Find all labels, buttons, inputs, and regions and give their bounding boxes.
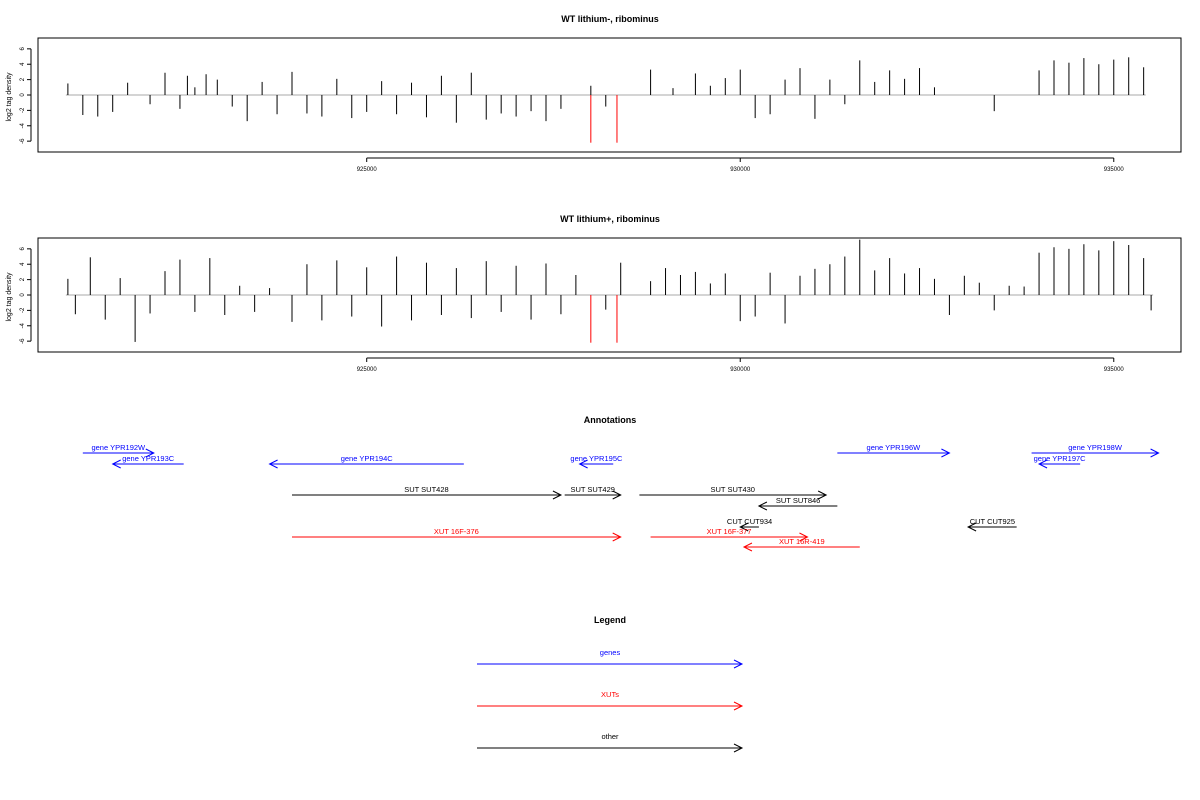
feature-item: gene YPR196W (837, 443, 951, 458)
annotations-title: Annotations (584, 415, 637, 425)
y-tick-label: -2 (20, 307, 26, 313)
y-tick-label: 6 (20, 47, 26, 51)
axes: -6 -4 -2 0 2 4 6 925000 930000 935000 (20, 47, 1124, 173)
feature-label: gene YPR194C (341, 454, 394, 463)
y-tick-label: -6 (20, 338, 26, 344)
feature-arrowhead (817, 490, 828, 500)
feature-arrowhead (733, 701, 744, 711)
feature-arrowhead (552, 490, 563, 500)
legend-label: XUTs (601, 690, 619, 699)
feature-arrowhead (111, 459, 121, 469)
legend-items: genes XUTs other (477, 648, 744, 753)
plot-frame (37, 237, 1182, 353)
plot-frame (37, 37, 1182, 153)
feature-item: SUT SUT846 (757, 496, 838, 511)
feature-item: XUT 16F-377 (650, 527, 809, 542)
feature-label: gene YPR196W (867, 443, 922, 452)
y-tick-label: 2 (20, 277, 26, 281)
y-tick-label: 0 (20, 293, 26, 297)
feature-list: gene YPR192W gene YPR193C gene YPR194C gene… (82, 443, 1160, 552)
y-tick-label: -4 (20, 122, 26, 128)
feature-label: SUT SUT429 (570, 485, 614, 494)
feature-label: CUT CUT925 (970, 517, 1015, 526)
panel-title-lithium-plus: WT lithium+, ribominus (560, 214, 660, 224)
bar-series (65, 57, 1146, 143)
legend-label: genes (600, 648, 621, 657)
feature-item: XUT 16R-419 (742, 537, 860, 552)
feature-arrowhead (966, 522, 977, 532)
feature-item: SUT SUT429 (564, 485, 622, 500)
feature-item: gene YPR192W (82, 443, 155, 458)
feature-label: gene YPR193C (122, 454, 175, 463)
feature-item: gene YPR195C (570, 454, 623, 469)
feature-arrowhead (612, 532, 622, 542)
feature-arrowhead (733, 659, 744, 669)
y-tick-label: -6 (20, 138, 26, 144)
feature-arrowhead (1037, 459, 1048, 469)
feature-arrowhead (799, 532, 809, 542)
track-panel-lithium-minus: WT lithium-, ribominus log2 tag density … (6, 14, 1182, 173)
feature-item: CUT CUT925 (966, 517, 1017, 532)
feature-arrowhead (1150, 448, 1160, 458)
x-tick-label: 925000 (357, 367, 378, 373)
feature-label: SUT SUT846 (776, 496, 820, 505)
feature-arrowhead (757, 501, 768, 511)
feature-arrowhead (941, 448, 951, 458)
x-tick-label: 930000 (730, 367, 751, 373)
feature-item: SUT SUT430 (639, 485, 828, 500)
feature-item: CUT CUT934 (727, 517, 772, 532)
bar-series (65, 239, 1154, 343)
x-tick-label: 935000 (1104, 367, 1125, 373)
track-panel-lithium-plus: WT lithium+, ribominus log2 tag density … (6, 214, 1182, 373)
feature-arrowhead (739, 522, 749, 532)
feature-arrowhead (578, 459, 588, 469)
legend: Legend genes XUTs other (477, 615, 744, 753)
feature-label: gene YPR198W (1068, 443, 1123, 452)
feature-label: CUT CUT934 (727, 517, 772, 526)
feature-item: gene YPR193C (111, 454, 184, 469)
panel-title-lithium-minus: WT lithium-, ribominus (561, 14, 659, 24)
feature-arrowhead (742, 542, 753, 552)
feature-arrowhead (612, 490, 622, 500)
x-tick-label: 935000 (1104, 167, 1125, 173)
y-axis-label: log2 tag density (6, 272, 13, 322)
axes: -6 -4 -2 0 2 4 6 925000 930000 935000 (20, 247, 1124, 373)
feature-item: gene YPR198W (1031, 443, 1160, 458)
y-tick-label: 6 (20, 247, 26, 251)
feature-item: gene YPR194C (268, 454, 464, 469)
x-tick-label: 930000 (730, 167, 751, 173)
feature-arrowhead (733, 743, 744, 753)
feature-label: gene YPR192W (91, 443, 146, 452)
feature-label: SUT SUT430 (711, 485, 755, 494)
feature-item: XUT 16F-376 (292, 527, 622, 542)
y-tick-label: 4 (20, 62, 26, 66)
feature-label: gene YPR195C (570, 454, 623, 463)
y-axis-label: log2 tag density (6, 72, 13, 122)
x-tick-label: 925000 (357, 167, 378, 173)
feature-item: gene YPR197C (1034, 454, 1087, 469)
legend-item: other (477, 732, 744, 753)
legend-title: Legend (594, 615, 626, 625)
y-tick-label: 4 (20, 262, 26, 266)
y-tick-label: -2 (20, 107, 26, 113)
legend-label: other (601, 732, 619, 741)
legend-item: genes (477, 648, 744, 669)
feature-label: XUT 16R-419 (779, 537, 825, 546)
feature-label: XUT 16F-377 (707, 527, 752, 536)
y-tick-label: 0 (20, 93, 26, 97)
feature-item: SUT SUT428 (292, 485, 563, 500)
feature-label: XUT 16F-376 (434, 527, 479, 536)
feature-arrowhead (268, 459, 278, 469)
y-tick-label: 2 (20, 77, 26, 81)
y-tick-label: -4 (20, 322, 26, 328)
feature-arrowhead (145, 448, 155, 458)
feature-label: gene YPR197C (1034, 454, 1087, 463)
feature-label: SUT SUT428 (404, 485, 448, 494)
legend-item: XUTs (477, 690, 744, 711)
